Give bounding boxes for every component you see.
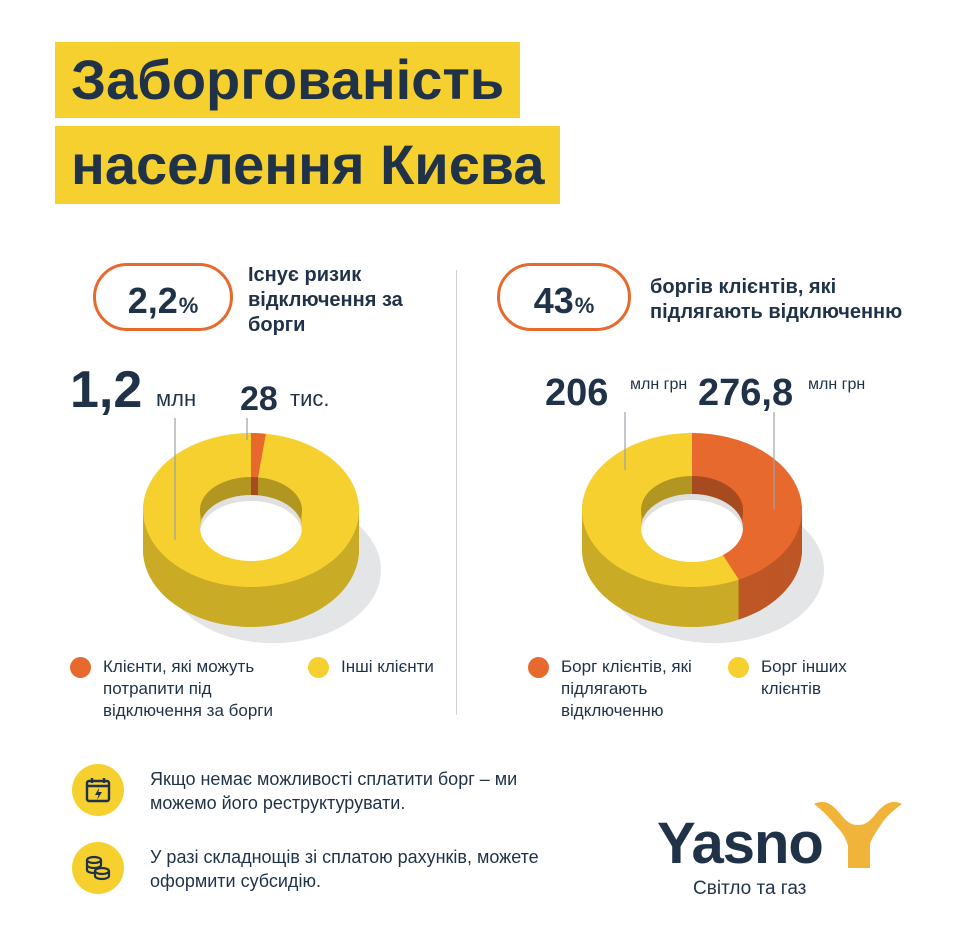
- right-percent-pill: 43%: [497, 263, 631, 331]
- legend-yellow-dot: [728, 657, 749, 678]
- legend-item: Борг клієнтів, які підлягають відключенн…: [528, 656, 718, 722]
- donut-inner-wall: [200, 477, 302, 534]
- legend-item: Борг інших клієнтів: [728, 656, 898, 700]
- page-title-line1: Заборгованість: [55, 42, 521, 118]
- tip-restructure-text: Якщо немає можливості сплатити борг – ми…: [150, 769, 518, 813]
- donut-slice: [143, 433, 360, 587]
- left-percent-sign: %: [178, 293, 199, 318]
- legend-orange-dot: [528, 657, 549, 678]
- yasno-logo-mark-icon: [814, 801, 902, 868]
- left-percent-number: 2,2: [127, 280, 178, 321]
- coins-icon: [72, 842, 124, 894]
- right-value-2-unit: млн грн: [808, 376, 866, 393]
- right-value-1-unit: млн грн: [630, 376, 688, 393]
- donut-hole: [641, 494, 743, 562]
- donut-inner-wall: [641, 476, 743, 534]
- right-percent-number: 43: [533, 280, 574, 321]
- left-percent-pill: 2,2%: [93, 263, 233, 331]
- left-value-small: 28: [240, 380, 278, 418]
- legend-label: Клієнти, які можуть потрапити під відклю…: [103, 657, 273, 720]
- left-value-small-unit: тис.: [290, 386, 330, 411]
- tip-subsidy-text: У разі складнощів зі сплатою рахунків, м…: [150, 847, 539, 891]
- page-title-line2: населення Києва: [55, 126, 561, 204]
- legend-label: Борг клієнтів, які підлягають відключенн…: [561, 657, 692, 720]
- logo-tagline: Світло та газ: [693, 878, 807, 899]
- section-divider: [456, 270, 457, 715]
- right-heading: боргів клієнтів, які підлягають відключе…: [650, 276, 903, 323]
- right-percent-sign: %: [574, 293, 595, 318]
- left-value-big-unit: млн: [156, 386, 197, 411]
- right-value-1: 206: [545, 372, 609, 414]
- legend-label: Інші клієнти: [341, 657, 434, 676]
- legend-orange-dot: [70, 657, 91, 678]
- left-value-big: 1,2: [70, 361, 143, 419]
- donut-hole: [200, 495, 302, 561]
- legend-item: Інші клієнти: [308, 656, 448, 678]
- calendar-icon: [72, 764, 124, 816]
- legend-yellow-dot: [308, 657, 329, 678]
- right-value-2: 276,8: [698, 372, 794, 414]
- donut-slice: [251, 433, 266, 478]
- yasno-logo-wordmark: Yasno: [657, 811, 824, 876]
- left-heading: Існує ризик відключення за борги: [248, 264, 403, 336]
- legend-label: Борг інших клієнтів: [761, 657, 847, 698]
- legend-item: Клієнти, які можуть потрапити під відклю…: [70, 656, 310, 722]
